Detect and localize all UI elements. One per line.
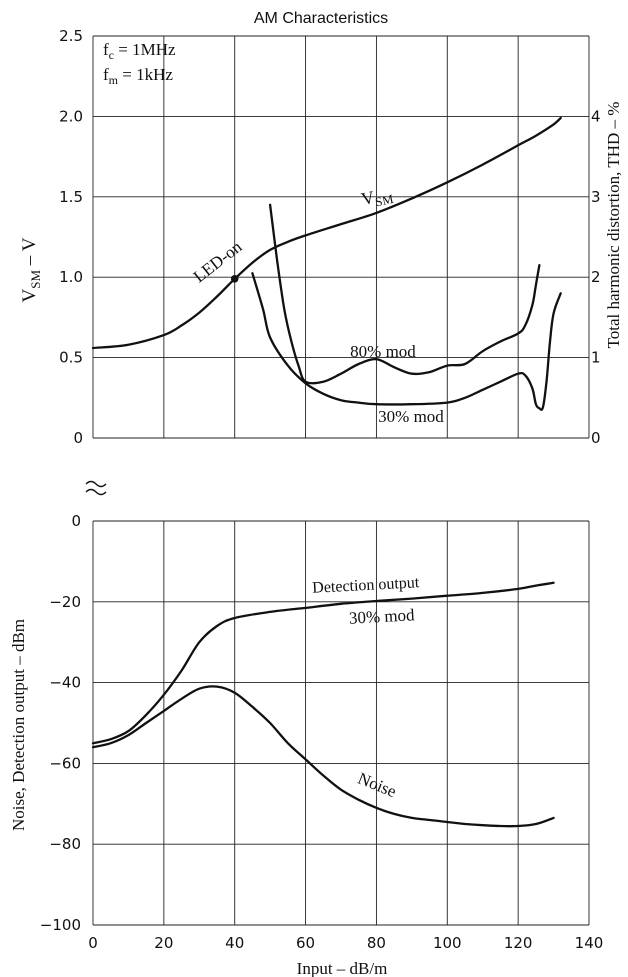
left-upper-tick-label: 2.5 xyxy=(59,27,83,45)
left-lower-tick-label: −20 xyxy=(49,593,81,611)
x-tick-label: 0 xyxy=(88,934,98,952)
noise-curve xyxy=(91,685,555,828)
x-tick-label: 120 xyxy=(504,934,533,952)
vsm-curve xyxy=(91,116,562,350)
carrier-frequency-label: fc = 1MHz xyxy=(103,40,176,62)
right-tick-label: 4 xyxy=(591,107,601,125)
left-lower-tick-label: 0 xyxy=(71,512,81,530)
x-tick-label: 20 xyxy=(154,934,173,952)
noise-label: Noise xyxy=(355,769,399,801)
right-axis-label: Total harmonic distortion, THD – % xyxy=(604,102,623,349)
left-upper-axis-label: VSM – V xyxy=(19,237,43,302)
left-lower-axis-label: Noise, Detection output – dBm xyxy=(9,619,28,831)
right-tick-label: 0 xyxy=(591,429,601,447)
x-tick-label: 80 xyxy=(367,934,386,952)
axis-break-mark xyxy=(85,480,107,496)
series-curves xyxy=(91,116,562,828)
thd-30-mod-curve xyxy=(251,272,562,411)
mod-30-label: 30% mod xyxy=(378,407,444,426)
x-tick-label: 100 xyxy=(433,934,462,952)
mod-80-label: 80% mod xyxy=(350,342,416,361)
left-lower-tick-label: −60 xyxy=(49,754,81,772)
detection-output-curve xyxy=(91,581,555,745)
x-tick-label: 140 xyxy=(575,934,604,952)
left-lower-tick-label: −40 xyxy=(49,674,81,692)
right-tick-label: 1 xyxy=(591,349,601,367)
thd-80-mod-curve xyxy=(268,203,541,385)
right-tick-label: 3 xyxy=(591,188,601,206)
left-upper-tick-label: 0.5 xyxy=(59,349,83,367)
left-upper-tick-label: 2.0 xyxy=(59,107,83,125)
chart-title: AM Characteristics xyxy=(254,10,388,27)
detection-output-label: Detection output xyxy=(312,574,420,597)
left-lower-tick-label: −80 xyxy=(49,835,81,853)
left-upper-tick-label: 1.0 xyxy=(59,268,83,286)
vsm-label: VSM xyxy=(359,183,394,212)
x-axis-label: Input – dB/m xyxy=(297,959,388,977)
right-tick-label: 2 xyxy=(591,268,601,286)
upper-grid xyxy=(92,35,590,439)
left-lower-tick-label: −100 xyxy=(40,916,81,934)
modulation-frequency-label: fm = 1kHz xyxy=(103,65,173,87)
detection-30-mod-label: 30% mod xyxy=(348,605,415,627)
left-upper-tick-label: 0 xyxy=(73,429,83,447)
x-tick-label: 60 xyxy=(296,934,315,952)
led-on-marker xyxy=(230,275,239,283)
left-upper-tick-label: 1.5 xyxy=(59,188,83,206)
x-tick-label: 40 xyxy=(225,934,244,952)
